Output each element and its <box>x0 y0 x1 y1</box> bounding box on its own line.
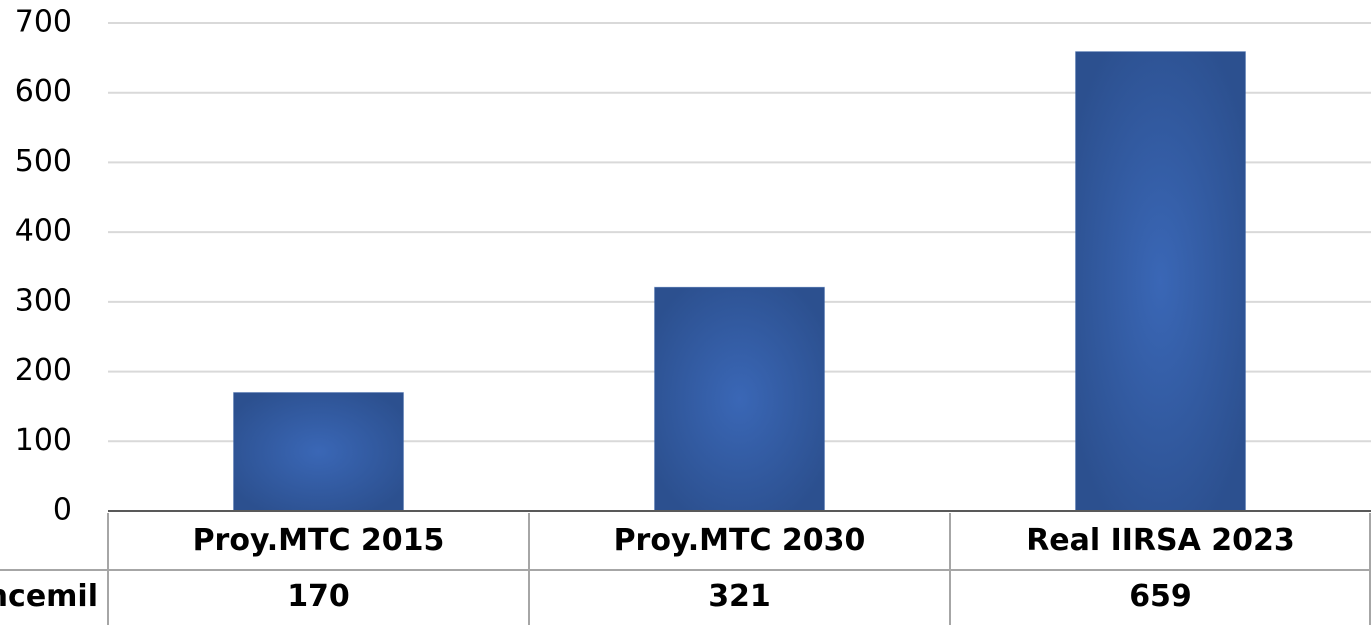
x-tick-label: Proy.MTC 2030 <box>614 523 866 558</box>
bar <box>654 286 825 512</box>
table-value: 321 <box>708 579 771 614</box>
y-tick-label: 0 <box>53 493 72 528</box>
x-tick-label: Proy.MTC 2015 <box>193 523 445 558</box>
y-tick-label: 400 <box>15 214 72 249</box>
y-tick-label: 600 <box>15 74 72 109</box>
series-name: ncemil <box>0 579 98 614</box>
y-tick-label: 200 <box>15 353 72 388</box>
x-tick-label: Real IIRSA 2023 <box>1026 523 1295 558</box>
table-value: 170 <box>287 579 350 614</box>
bar <box>233 391 404 512</box>
bar <box>1075 51 1246 512</box>
y-tick-label: 100 <box>15 423 72 458</box>
y-tick-label: 700 <box>15 5 72 40</box>
y-tick-label: 300 <box>15 283 72 318</box>
table-value: 659 <box>1129 579 1192 614</box>
y-tick-label: 500 <box>15 144 72 179</box>
